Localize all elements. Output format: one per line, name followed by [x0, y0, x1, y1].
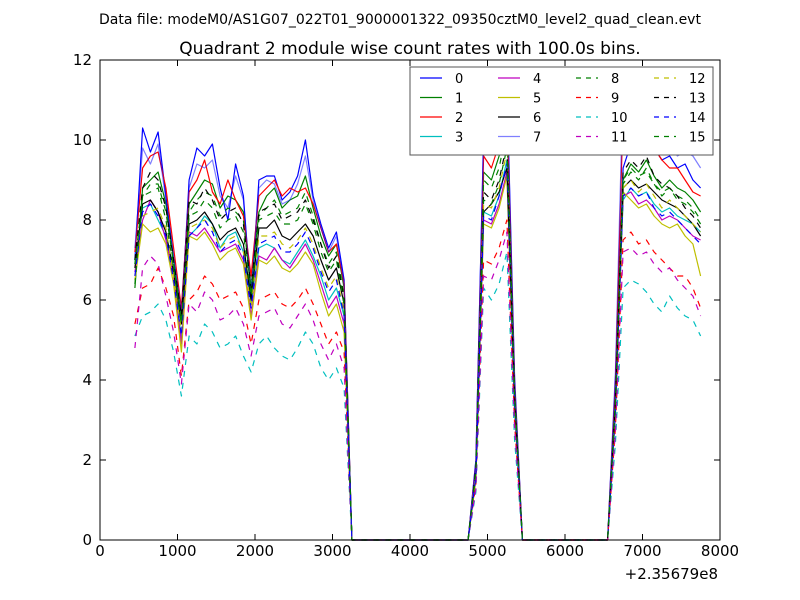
series-line-14 [134, 163, 702, 541]
chart-title: Quadrant 2 module wise count rates with … [179, 39, 640, 59]
series-line-5 [134, 175, 702, 541]
y-tick-label: 10 [73, 131, 92, 149]
x-tick-label: 0 [95, 542, 105, 560]
legend-label-2: 2 [455, 111, 463, 126]
y-tick-label: 6 [82, 291, 92, 309]
x-tick-label: 7000 [623, 542, 661, 560]
x-tick-label: 3000 [313, 542, 351, 560]
legend-label-4: 4 [533, 72, 541, 87]
legend-box [409, 66, 714, 156]
series-line-3 [134, 159, 702, 541]
legend-label-15: 15 [689, 131, 706, 146]
legend-label-14: 14 [689, 111, 706, 126]
x-tick-label: 6000 [546, 542, 584, 560]
y-tick-label: 0 [82, 531, 92, 549]
chart-suptitle: Data file: modeM0/AS1G07_022T01_90000013… [99, 12, 701, 28]
series-line-11 [134, 231, 702, 541]
legend-label-0: 0 [455, 72, 463, 87]
legend-label-13: 13 [689, 92, 706, 107]
x-tick-label: 8000 [701, 542, 739, 560]
legend-label-1: 1 [455, 92, 463, 107]
y-tick-label: 12 [73, 51, 92, 69]
series-layer [134, 83, 702, 541]
x-tick-label: 2000 [236, 542, 274, 560]
legend-label-3: 3 [455, 131, 463, 146]
legend-label-6: 6 [533, 111, 541, 126]
series-line-10 [134, 251, 702, 541]
series-line-4 [134, 171, 701, 541]
legend-label-5: 5 [533, 92, 541, 107]
series-line-1 [134, 115, 702, 541]
x-tick-label: 1000 [158, 542, 196, 560]
axes-layer: 0 1000 2000 3000 4000 5000 6000 7000 80000246810… [73, 51, 739, 560]
series-line-8 [134, 127, 702, 541]
legend-label-7: 7 [533, 131, 541, 146]
legend-label-8: 8 [611, 72, 619, 87]
x-offset-label: +2.35679e8 [625, 565, 718, 583]
x-tick-label: 4000 [391, 542, 429, 560]
y-tick-label: 2 [82, 451, 92, 469]
x-tick-label: 5000 [468, 542, 506, 560]
legend-label-9: 9 [611, 92, 619, 107]
legend-label-10: 10 [611, 111, 628, 126]
series-line-13 [134, 143, 702, 541]
series-line-9 [134, 219, 702, 541]
y-tick-label: 8 [82, 211, 92, 229]
legend-label-12: 12 [689, 72, 706, 87]
series-line-6 [134, 167, 702, 541]
legend-label-11: 11 [611, 131, 628, 146]
y-tick-label: 4 [82, 371, 92, 389]
